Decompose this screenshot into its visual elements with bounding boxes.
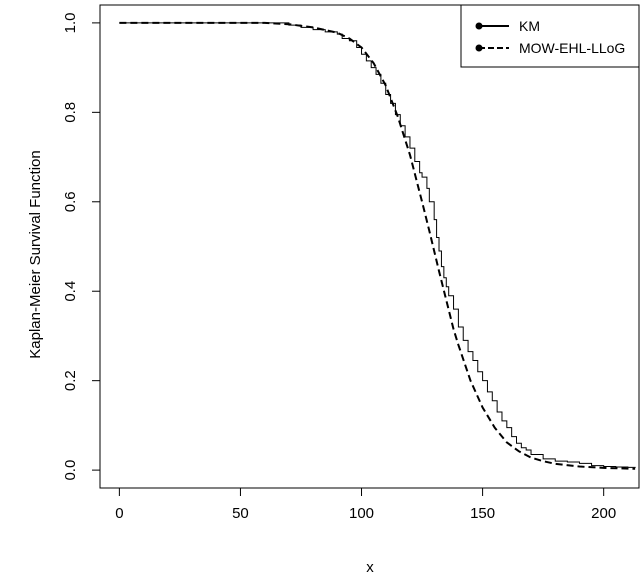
y-tick-label: 0.2 [62,370,79,391]
series-line-mow-ehl-llog [119,21,636,470]
x-tick-label: 150 [470,505,495,522]
x-axis: 0 50 100 150 200 [115,488,616,522]
y-tick-label: 0.6 [62,191,79,212]
y-axis: 0.0 0.2 0.4 0.6 0.8 1.0 [62,12,100,481]
y-tick-label: 0.8 [62,102,79,123]
y-tick-label: 0.4 [62,281,79,302]
x-tick-label: 100 [349,505,374,522]
legend-box [460,4,640,68]
legend-label: MOW-EHL-LLoG [519,40,625,56]
y-tick-label: 1.0 [62,12,79,33]
x-tick-label: 200 [591,505,616,522]
y-tick-label: 0.0 [62,460,79,481]
legend-label: KM [519,18,540,34]
legend-marker [475,22,483,30]
plot-area-frame [99,4,640,489]
series-layer [119,21,636,470]
x-axis-title: x [366,559,374,576]
x-tick-label: 0 [115,505,123,522]
legend: KM MOW-EHL-LLoG [460,4,640,68]
x-tick-label: 50 [232,505,249,522]
legend-marker [475,44,483,52]
y-axis-title: Kaplan-Meier Survival Function [27,150,44,358]
